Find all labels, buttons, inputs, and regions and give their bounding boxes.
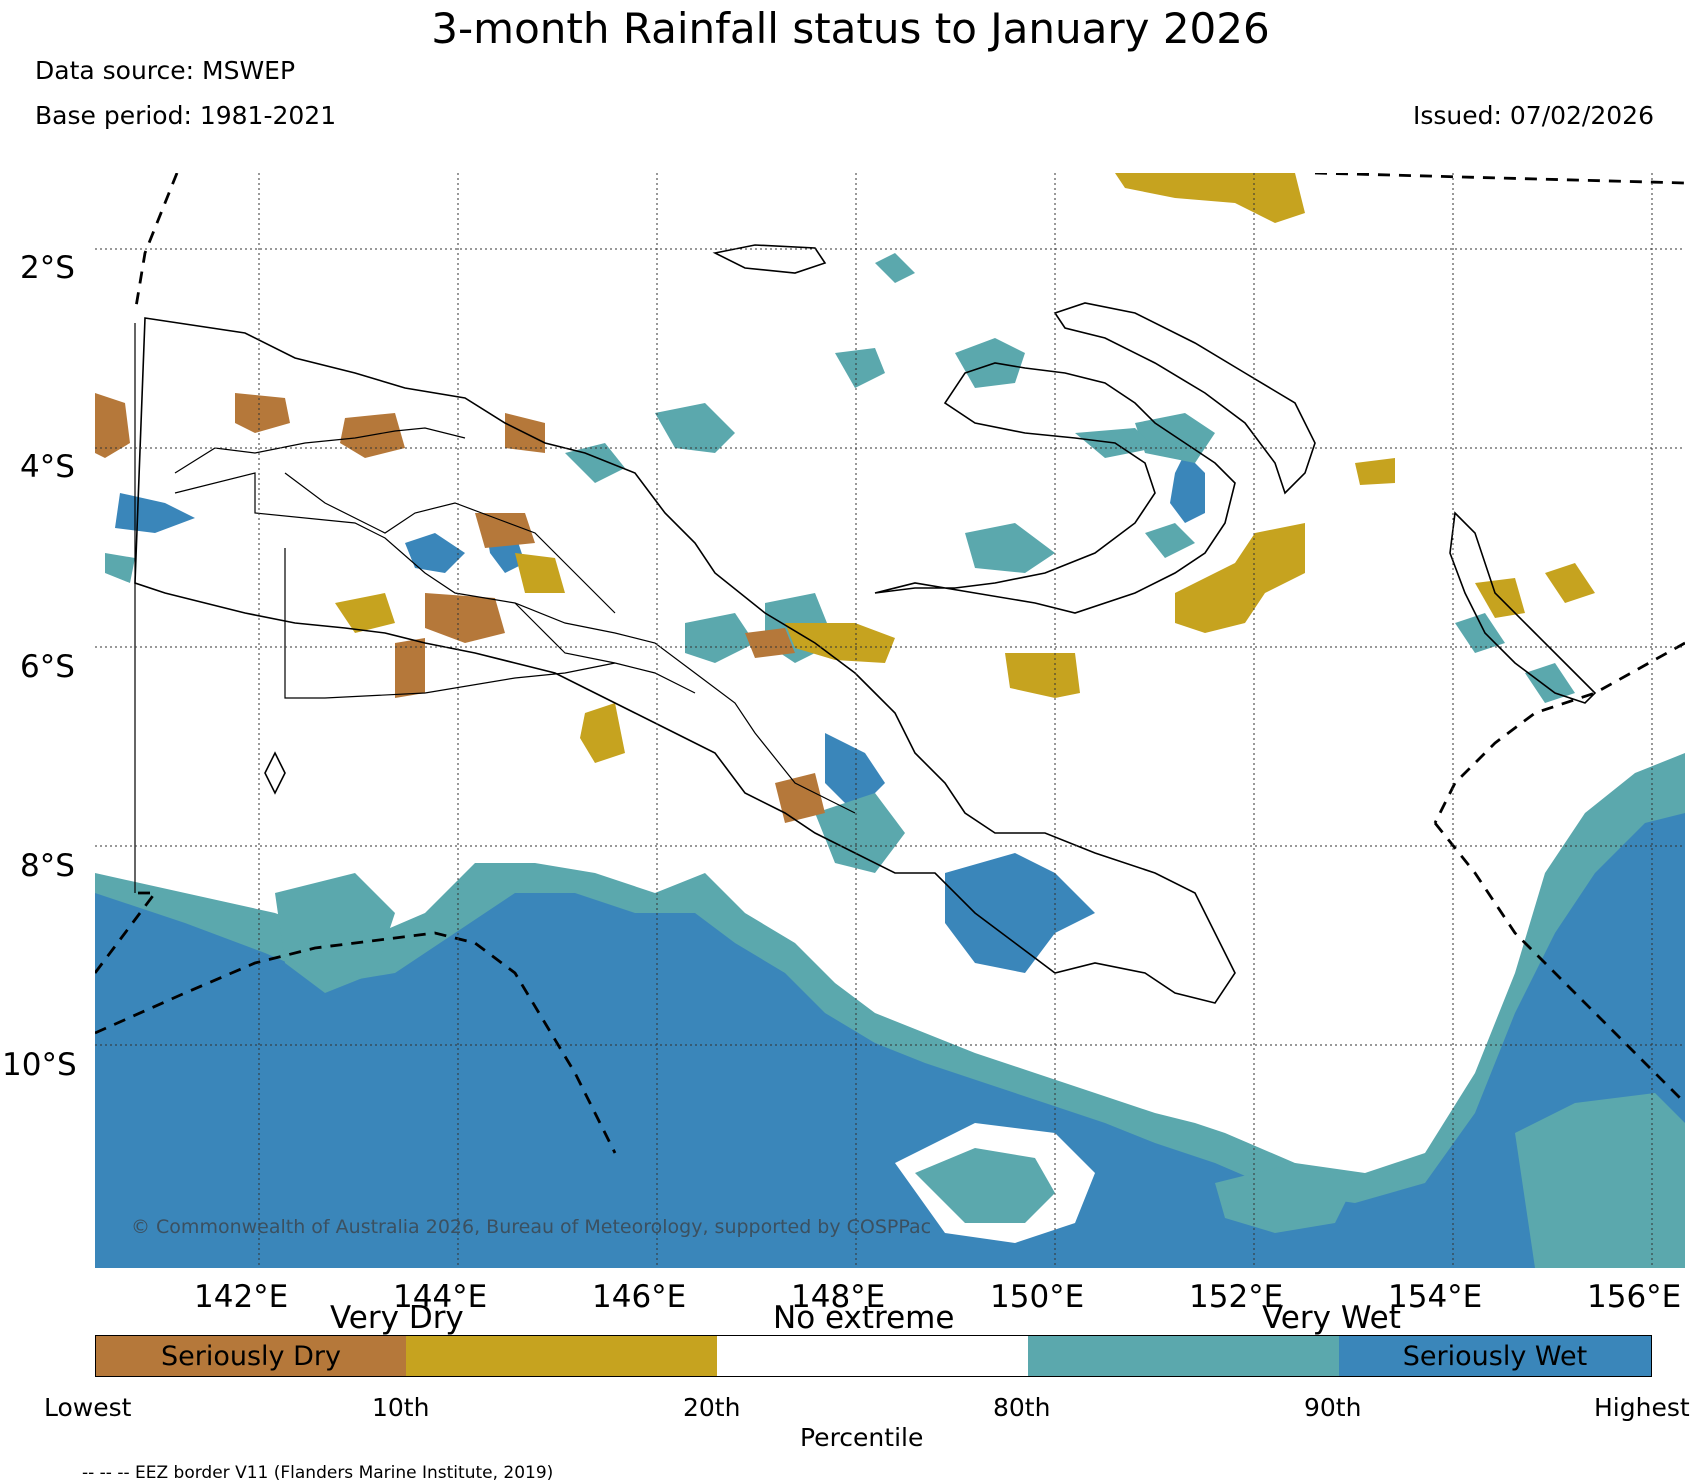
colorbar-very-wet xyxy=(1028,1335,1340,1377)
lat-label-6s: 6°S xyxy=(20,649,75,685)
tick-lowest: Lowest xyxy=(44,1393,132,1422)
colorbar-seriously-wet: Seriously Wet xyxy=(1339,1335,1652,1377)
eez-borders xyxy=(95,173,1685,1154)
tick-90th: 90th xyxy=(1304,1393,1362,1422)
rainfall-map: © Commonwealth of Australia 2026, Bureau… xyxy=(95,173,1685,1268)
legend-no-extreme: No extreme xyxy=(773,1300,955,1336)
copyright-notice: © Commonwealth of Australia 2026, Bureau… xyxy=(131,1216,931,1238)
seriously-dry-patches xyxy=(95,393,825,823)
legend-very-wet: Very Wet xyxy=(1262,1300,1401,1336)
lon-label-148e: 148°E xyxy=(791,1279,886,1315)
colorbar-seriously-dry-label: Seriously Dry xyxy=(161,1340,341,1372)
colorbar-seriously-wet-label: Seriously Wet xyxy=(1402,1340,1588,1372)
coastlines xyxy=(134,244,1597,1004)
map-title: 3-month Rainfall status to January 2026 xyxy=(431,4,1270,53)
lon-label-144e: 144°E xyxy=(393,1279,488,1315)
colorbar-no-extreme xyxy=(717,1335,1029,1377)
lon-label-150e: 150°E xyxy=(990,1279,1085,1315)
legend-very-dry: Very Dry xyxy=(330,1300,464,1336)
eez-footnote: -- -- -- EEZ border V11 (Flanders Marine… xyxy=(82,1463,554,1483)
colorbar-very-dry xyxy=(406,1335,718,1377)
lat-label-4s: 4°S xyxy=(20,449,75,485)
tick-20th: 20th xyxy=(683,1393,741,1422)
tick-10th: 10th xyxy=(372,1393,430,1422)
lat-label-2s: 2°S xyxy=(20,250,75,286)
wet-region-south xyxy=(95,753,1685,1268)
lon-label-142e: 142°E xyxy=(194,1279,289,1315)
tick-80th: 80th xyxy=(993,1393,1051,1422)
lon-label-154e: 154°E xyxy=(1388,1279,1483,1315)
very-dry-patches xyxy=(335,173,1595,763)
lon-label-152e: 152°E xyxy=(1189,1279,1284,1315)
lon-label-156e: 156°E xyxy=(1587,1279,1682,1315)
tick-highest: Highest xyxy=(1594,1393,1690,1422)
gridlines xyxy=(95,173,1685,1268)
lon-label-146e: 146°E xyxy=(592,1279,687,1315)
base-period: Base period: 1981-2021 xyxy=(35,101,337,130)
lat-label-8s: 8°S xyxy=(20,848,75,884)
colorbar-axis-title: Percentile xyxy=(800,1423,924,1452)
issued-date: Issued: 07/02/2026 xyxy=(1413,101,1654,130)
colorbar-seriously-dry: Seriously Dry xyxy=(95,1335,407,1377)
lat-label-10s: 10°S xyxy=(2,1047,77,1083)
data-source: Data source: MSWEP xyxy=(35,56,296,85)
province-borders xyxy=(134,323,856,893)
